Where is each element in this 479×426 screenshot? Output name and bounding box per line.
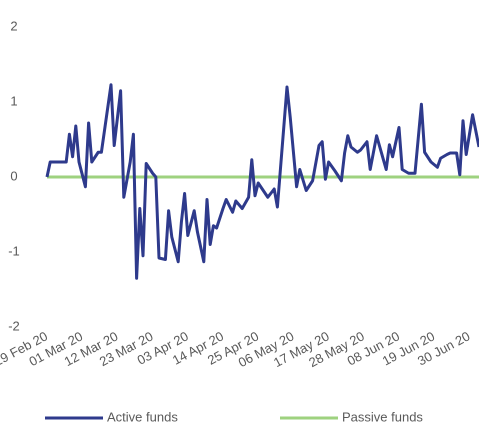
legend-label: Passive funds	[342, 409, 423, 424]
y-tick-label: 2	[10, 18, 17, 33]
y-tick-label: 0	[10, 168, 17, 183]
y-tick-label: -2	[8, 318, 20, 333]
y-tick-label: -1	[8, 243, 20, 258]
y-tick-label: 1	[10, 93, 17, 108]
series-line	[45, 83, 479, 280]
legend-label: Active funds	[107, 409, 178, 424]
